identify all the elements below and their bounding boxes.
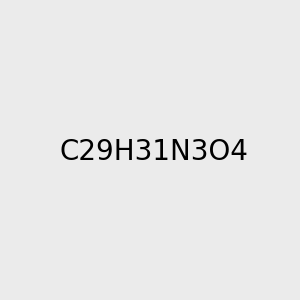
Text: C29H31N3O4: C29H31N3O4 — [59, 137, 248, 166]
